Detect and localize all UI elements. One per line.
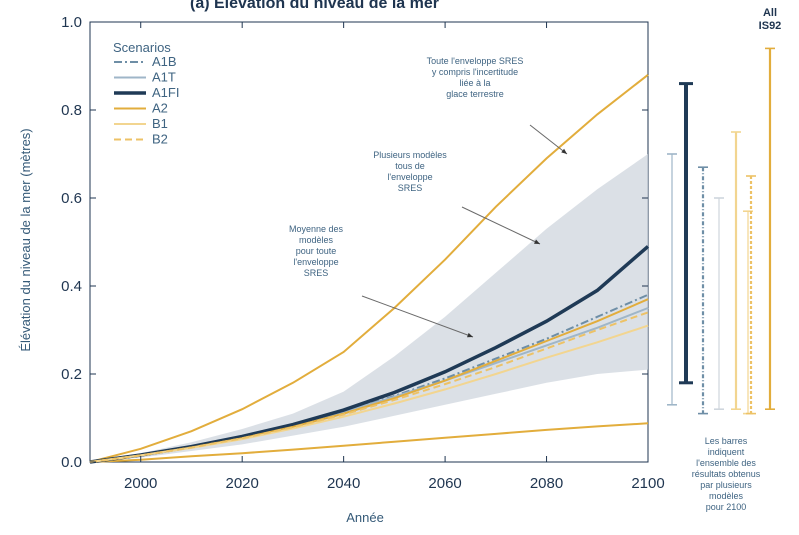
annotation-arrowhead-1 (534, 239, 540, 244)
x-axis-label: Année (346, 510, 384, 525)
annotation-3-line: modèles (709, 491, 744, 501)
annotation-arrow-1 (461, 206, 541, 245)
annotation-2-line: l'enveloppe (293, 257, 338, 267)
legend-label-b1: B1 (152, 116, 168, 131)
x-tick-label: 2040 (327, 475, 360, 492)
series-group (89, 245, 650, 464)
annotation-2-line: Moyenne des (289, 224, 344, 234)
legend-label-a2: A2 (152, 101, 168, 116)
y-tick-label: 0.8 (61, 102, 82, 119)
series-line-a1b (89, 293, 649, 463)
annotation-arrow-0 (529, 124, 568, 155)
legend-label-a1fi: A1FI (152, 85, 179, 100)
x-tick-label: 2060 (428, 475, 461, 492)
y-tick-label: 0.2 (61, 366, 82, 383)
annotation-3-line: pour 2100 (706, 502, 747, 512)
envelope-several_models_all_sres (90, 154, 648, 462)
annotation-3-line: par plusieurs (700, 480, 752, 490)
y-axis-label: Élévation du niveau de la mer (mètres) (18, 128, 33, 351)
y-tick-label: 0.0 (61, 454, 82, 471)
envelope-all_sres_with_ice_uncertainty-upper (89, 74, 649, 463)
annotation-1-line: l'enveloppe (387, 172, 432, 182)
annotation-0-line: y compris l'incertitude (432, 67, 518, 77)
annotation-0-line: Toute l'enveloppe SRES (427, 56, 524, 66)
chart-title: (a) Élévation du niveau de la mer (190, 0, 439, 12)
annotation-3-line: indiquent (708, 447, 745, 457)
envelope-group (89, 74, 649, 463)
y-tick-label: 0.6 (61, 190, 82, 207)
annotation-2-line: modèles (299, 235, 334, 245)
annotation-3-line: résultats obtenus (692, 469, 761, 479)
x-tick-label: 2000 (124, 475, 157, 492)
legend-label-a1b: A1B (152, 54, 177, 69)
annotation-0-line: glace terrestre (446, 89, 504, 99)
annotation-3-line: Les barres (705, 436, 748, 446)
annotation-1-line: tous de (395, 161, 425, 171)
series-line-b2 (89, 311, 649, 463)
envelope-all_sres_with_ice_uncertainty-lower (89, 422, 649, 463)
legend-label-b2: B2 (152, 132, 168, 147)
is92-label: IS92 (759, 20, 782, 32)
annotation-2-line: SRES (304, 268, 329, 278)
y-tick-label: 0.4 (61, 278, 82, 295)
tick-group: 2000 2020 2040 2060 2080 2100 0.0 0.2 0.4 0.6 0.8 1… (61, 14, 665, 492)
is92-label: All (763, 7, 777, 19)
y-tick-label: 1.0 (61, 14, 82, 31)
x-tick-label: 2100 (631, 475, 664, 492)
annotation-arrow-2 (361, 295, 474, 338)
annotation-0-line: liée à la (459, 78, 490, 88)
legend-title: Scenarios (113, 40, 171, 55)
annotation-1-line: SRES (398, 183, 423, 193)
annotation-2-line: pour toute (296, 246, 337, 256)
x-tick-label: 2080 (530, 475, 563, 492)
annotation-arrowhead-0 (561, 148, 567, 154)
annotation-3-line: l'ensemble des (696, 458, 756, 468)
legend-label-a1t: A1T (152, 70, 176, 85)
annotation-arrowhead-2 (467, 332, 473, 338)
x-tick-label: 2020 (225, 475, 258, 492)
annotation-1-line: Plusieurs modèles (373, 150, 447, 160)
